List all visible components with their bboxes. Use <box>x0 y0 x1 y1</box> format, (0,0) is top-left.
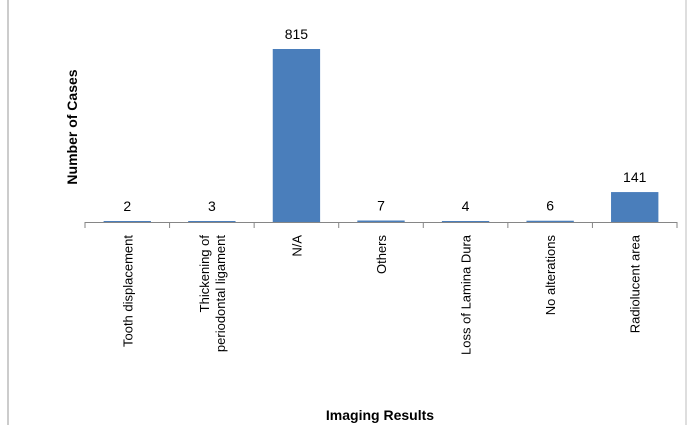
data-label-6: 141 <box>623 169 647 185</box>
bar-2 <box>272 49 321 222</box>
category-label-5: No alterations <box>543 235 558 316</box>
category-label-6: Radiolucent area <box>628 234 643 333</box>
data-label-1: 3 <box>208 198 216 214</box>
bar-4 <box>441 221 490 222</box>
bar-6 <box>611 192 659 222</box>
data-label-0: 2 <box>123 198 131 214</box>
category-label-4: Loss of Lamina Dura <box>459 234 474 355</box>
bar-5 <box>526 220 574 222</box>
bar-0 <box>103 221 151 222</box>
y-axis-title: Number of Cases <box>64 69 80 184</box>
data-label-5: 6 <box>546 198 554 214</box>
data-label-3: 7 <box>377 198 385 214</box>
category-label-2: N/A <box>289 235 304 257</box>
category-label-3: Others <box>374 235 389 275</box>
ticks-layer <box>84 222 678 228</box>
bar-3 <box>357 220 405 222</box>
category-label-0: Tooth displacement <box>120 235 135 347</box>
category-labels-layer: Tooth displacement Thickening ofperiodont… <box>120 234 642 355</box>
data-label-2: 815 <box>285 26 309 42</box>
value-labels-layer: 2 3 815 7 4 6 141 <box>123 26 646 214</box>
bars-layer <box>103 49 659 222</box>
bar-1 <box>188 221 236 222</box>
x-axis-title: Imaging Results <box>326 407 434 423</box>
data-label-4: 4 <box>462 198 470 214</box>
category-label-1: Thickening ofperiodontal ligament <box>197 235 228 352</box>
